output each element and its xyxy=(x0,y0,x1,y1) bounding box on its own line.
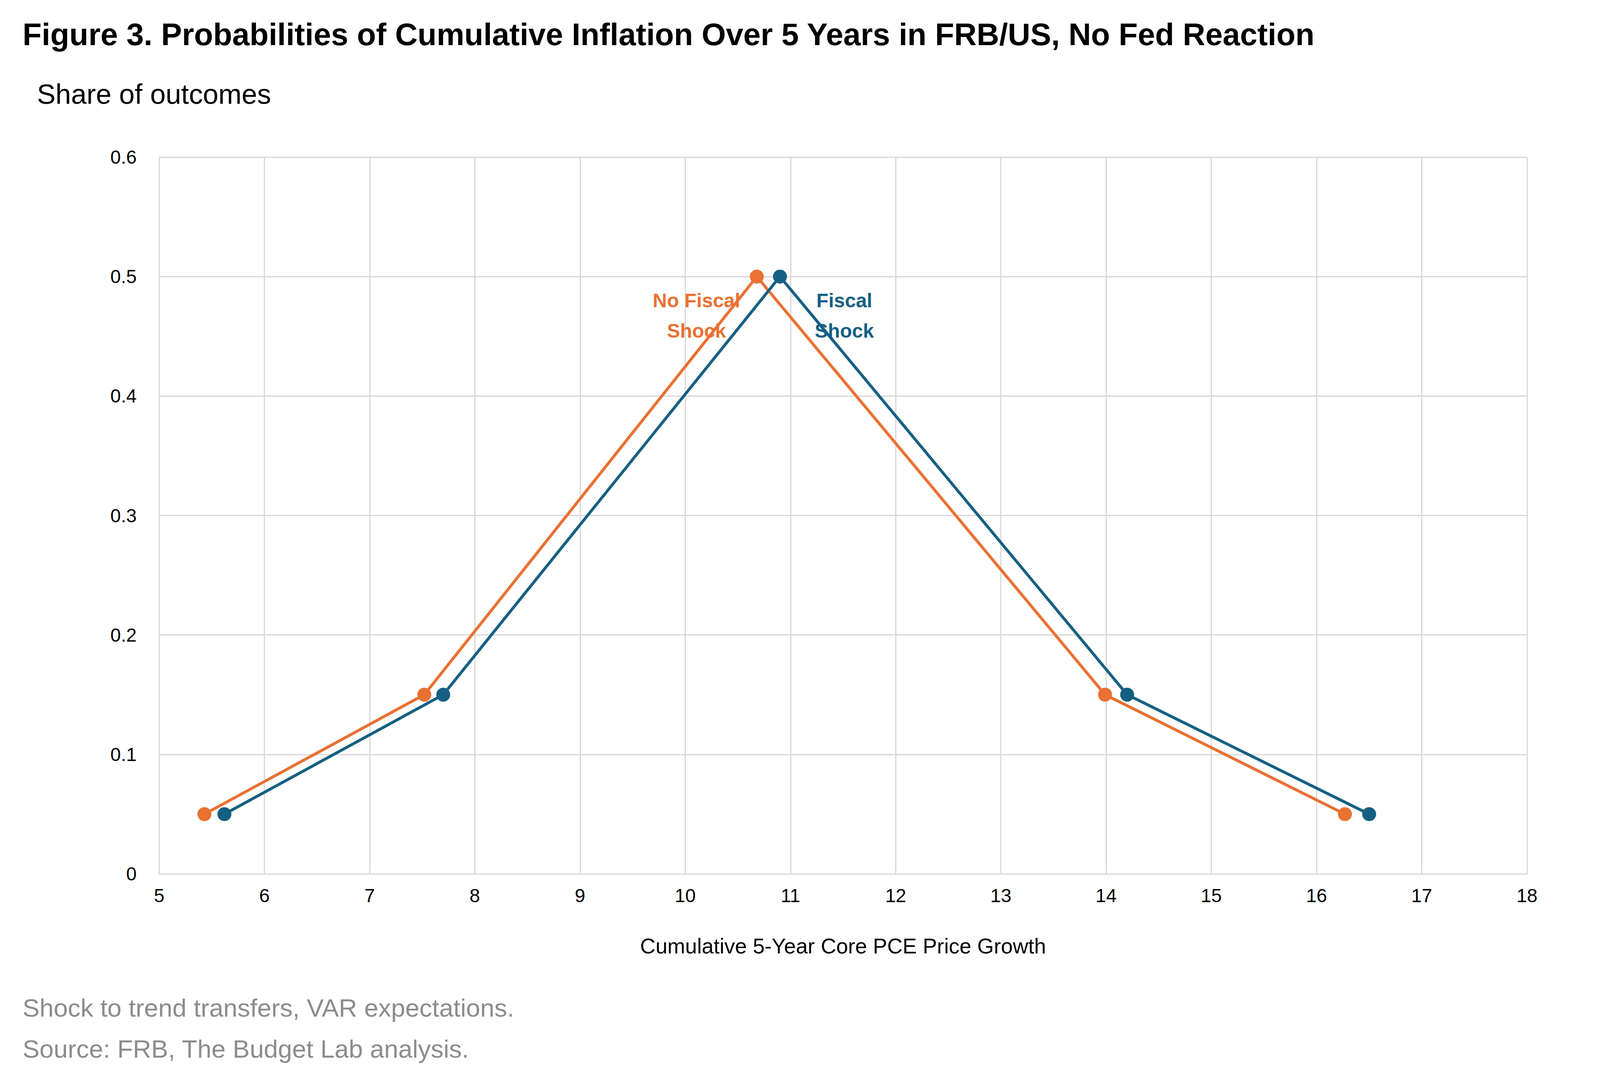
svg-text:17: 17 xyxy=(1411,884,1433,907)
svg-text:12: 12 xyxy=(885,884,907,907)
svg-text:14: 14 xyxy=(1095,884,1117,907)
svg-text:9: 9 xyxy=(574,884,586,907)
svg-text:Cumulative 5-Year Core PCE Pri: Cumulative 5-Year Core PCE Price Growth xyxy=(640,934,1046,958)
svg-text:Figure 3. Probabilities of Cum: Figure 3. Probabilities of Cumulative In… xyxy=(22,16,1315,52)
svg-text:11: 11 xyxy=(780,884,801,907)
svg-text:Source: FRB, The Budget Lab an: Source: FRB, The Budget Lab analysis. xyxy=(22,1034,469,1063)
svg-text:0.4: 0.4 xyxy=(110,385,137,407)
svg-text:0.5: 0.5 xyxy=(110,265,137,288)
svg-text:Fiscal: Fiscal xyxy=(816,289,873,312)
svg-text:Share of outcomes: Share of outcomes xyxy=(36,78,272,110)
svg-text:5: 5 xyxy=(153,884,165,907)
svg-text:0.2: 0.2 xyxy=(110,624,137,646)
svg-text:15: 15 xyxy=(1200,884,1222,907)
svg-text:10: 10 xyxy=(674,884,696,907)
svg-text:No Fiscal: No Fiscal xyxy=(652,289,741,312)
svg-text:7: 7 xyxy=(364,884,375,907)
svg-text:Shock: Shock xyxy=(667,320,727,342)
svg-text:18: 18 xyxy=(1516,884,1538,907)
svg-text:13: 13 xyxy=(990,884,1012,907)
svg-text:0.3: 0.3 xyxy=(110,505,137,527)
svg-text:16: 16 xyxy=(1305,884,1327,907)
svg-text:Shock to trend transfers, VAR: Shock to trend transfers, VAR expectatio… xyxy=(22,993,515,1022)
svg-text:0.6: 0.6 xyxy=(110,146,137,168)
svg-text:0: 0 xyxy=(125,863,137,885)
svg-text:Shock: Shock xyxy=(814,320,874,342)
svg-text:0.1: 0.1 xyxy=(110,743,137,766)
svg-text:6: 6 xyxy=(259,884,270,907)
svg-text:8: 8 xyxy=(469,884,481,907)
